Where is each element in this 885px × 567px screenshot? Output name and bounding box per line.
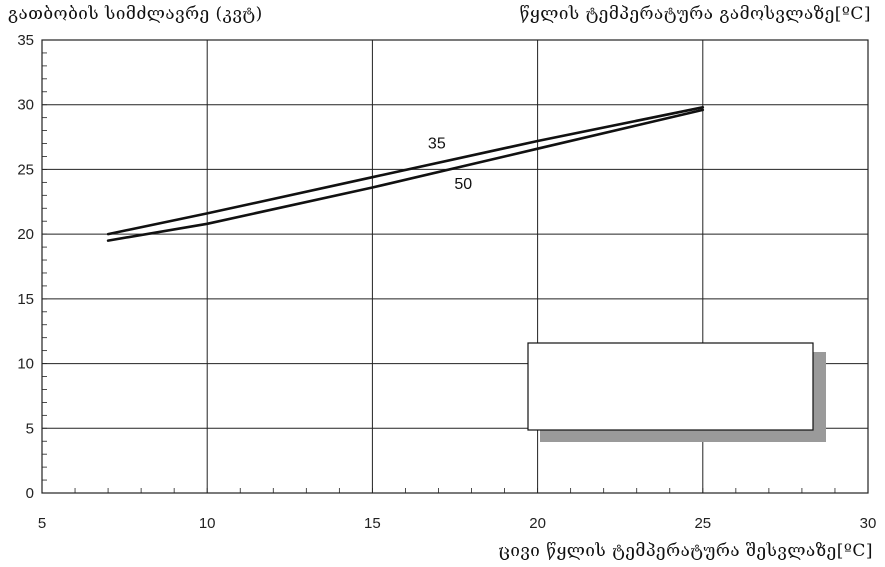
chart-right-title: წყლის ტემპერატურა გამოსვლაზე[ºC]	[519, 4, 871, 24]
y-tick-label: 5	[26, 420, 34, 437]
x-tick-label: 20	[529, 515, 546, 532]
legend-box	[527, 342, 826, 442]
series-line-50	[106, 108, 705, 242]
series-lines	[106, 106, 705, 242]
x-tick-label: 10	[199, 515, 216, 532]
x-tick-label: 25	[694, 515, 711, 532]
legend-panel	[527, 342, 814, 431]
chart-y-title: გათბობის სიმძლავრე (კვტ)	[8, 4, 263, 24]
y-tick-label: 20	[17, 226, 34, 243]
x-tick-label: 5	[38, 515, 46, 532]
x-tick-label: 30	[860, 515, 877, 532]
y-tick-label: 0	[26, 485, 34, 502]
y-tick-label: 25	[17, 161, 34, 178]
y-tick-label: 10	[17, 356, 34, 373]
series-labels: 35 50	[428, 136, 472, 193]
y-tick-label: 30	[17, 97, 34, 114]
series-line-35	[106, 106, 705, 236]
chart-x-title: ცივი წყლის ტემპერატურა შესვლაზე[ºC]	[498, 541, 873, 561]
series-label-50: 50	[454, 176, 472, 193]
x-tick-label: 15	[364, 515, 381, 532]
y-tick-label: 15	[17, 291, 34, 308]
series-label-35: 35	[428, 136, 446, 153]
y-tick-label: 35	[17, 32, 34, 49]
